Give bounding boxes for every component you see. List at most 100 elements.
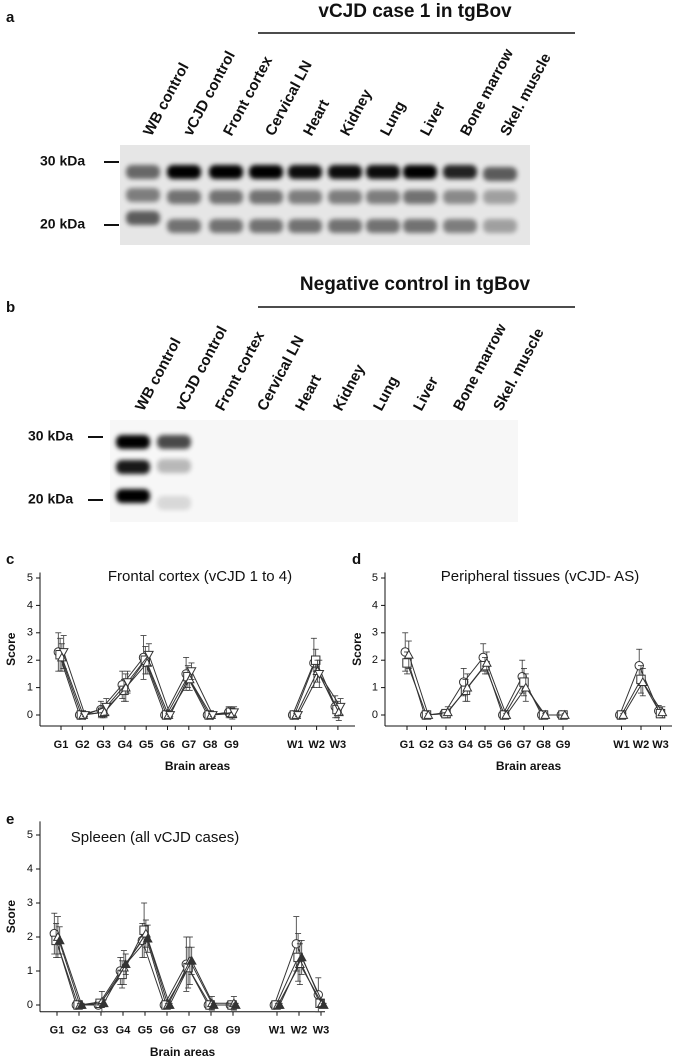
x-axis-label: Brain areas — [496, 759, 562, 773]
x-tick-label: G5 — [138, 1025, 153, 1037]
blot-band — [328, 190, 362, 204]
mw-marker: 30 kDa — [40, 153, 85, 169]
point — [292, 711, 304, 721]
x-tick-label: G1 — [54, 739, 69, 751]
blot-band — [403, 190, 437, 204]
x-tick-label: G7 — [181, 739, 196, 751]
point — [296, 952, 307, 962]
y-tick-label: 5 — [27, 829, 33, 841]
point — [618, 709, 629, 719]
point — [274, 999, 285, 1009]
x-tick-label: G6 — [160, 739, 175, 751]
blot-band — [288, 190, 322, 204]
x-tick-label: G9 — [556, 739, 571, 751]
lane-label: Kidney — [330, 361, 369, 414]
point — [657, 707, 668, 717]
x-tick-label: G6 — [160, 1025, 175, 1037]
point — [229, 708, 240, 718]
panel-letter: b — [6, 299, 15, 316]
point — [442, 707, 453, 717]
point — [208, 999, 219, 1009]
blot-band — [116, 435, 150, 449]
blot-band — [157, 435, 191, 449]
blot-band — [366, 190, 400, 204]
blot-band — [249, 219, 283, 233]
y-tick-label: 1 — [27, 965, 33, 977]
x-tick-label: G9 — [226, 1025, 241, 1037]
lane-label: Kidney — [337, 86, 376, 139]
blot-band — [167, 165, 201, 179]
blot-band — [328, 165, 362, 179]
blot-band — [126, 165, 160, 179]
chart-title: Frontal cortex (vCJD 1 to 4) — [108, 568, 292, 585]
x-tick-label: G4 — [116, 1025, 132, 1037]
x-tick-label: G8 — [204, 1025, 219, 1037]
point — [230, 999, 241, 1009]
blot-band — [157, 459, 191, 473]
point — [122, 678, 133, 688]
blot-band — [443, 190, 477, 204]
point — [120, 958, 131, 969]
y-tick-label: 4 — [27, 599, 33, 611]
point — [403, 649, 414, 659]
x-tick-label: W3 — [313, 1025, 330, 1037]
x-tick-label: G1 — [400, 739, 415, 751]
x-tick-label: G3 — [96, 739, 111, 751]
x-tick-label: G2 — [75, 739, 90, 751]
point — [98, 998, 109, 1008]
y-tick-label: 0 — [372, 709, 378, 721]
x-tick-label: W2 — [633, 739, 650, 751]
blot-header: vCJD case 1 in tgBov — [318, 1, 512, 22]
point — [402, 658, 412, 668]
blot-band — [249, 165, 283, 179]
point — [559, 709, 570, 719]
x-tick-label: G2 — [419, 739, 434, 751]
point — [142, 933, 153, 943]
blot-band — [443, 165, 477, 179]
blot-band — [209, 219, 243, 233]
x-tick-label: G8 — [536, 739, 551, 751]
point — [520, 682, 531, 692]
x-axis-label: Brain areas — [150, 1045, 216, 1059]
point — [335, 702, 346, 713]
blot-header: Negative control in tgBov — [300, 274, 531, 295]
panel-letter: c — [6, 551, 14, 568]
y-tick-label: 5 — [27, 572, 33, 584]
y-tick-label: 1 — [27, 682, 33, 694]
blot-band — [328, 219, 362, 233]
x-tick-label: W3 — [652, 739, 669, 751]
blot-band — [249, 190, 283, 204]
mw-marker: 20 kDa — [40, 216, 85, 232]
point — [165, 711, 176, 721]
blot-band — [157, 496, 191, 510]
y-axis-label: Score — [4, 900, 18, 934]
y-tick-label: 2 — [27, 654, 33, 666]
x-tick-label: G3 — [94, 1025, 109, 1037]
chart-title: Spleeen (all vCJD cases) — [71, 829, 239, 846]
blot-band — [403, 165, 437, 179]
point — [186, 667, 197, 677]
x-tick-label: G5 — [478, 739, 493, 751]
series-line — [404, 651, 660, 717]
y-tick-label: 0 — [27, 709, 33, 721]
point — [207, 711, 218, 721]
blot-band — [209, 165, 243, 179]
point — [58, 648, 69, 658]
blot-band — [126, 211, 160, 225]
y-tick-label: 4 — [372, 599, 378, 611]
point — [314, 670, 325, 680]
lane-label: Liver — [417, 99, 449, 139]
y-tick-label: 1 — [372, 682, 378, 694]
lane-label: Lung — [370, 373, 402, 413]
x-tick-label: W1 — [613, 739, 630, 751]
x-tick-label: G4 — [118, 739, 134, 751]
blot-band — [483, 219, 517, 233]
point — [423, 709, 434, 719]
mw-marker: 30 kDa — [28, 428, 73, 444]
blot-band — [366, 165, 400, 179]
y-axis-label: Score — [4, 632, 18, 666]
lane-label: Liver — [410, 374, 442, 414]
blot-band — [483, 190, 517, 204]
x-tick-label: G3 — [439, 739, 454, 751]
